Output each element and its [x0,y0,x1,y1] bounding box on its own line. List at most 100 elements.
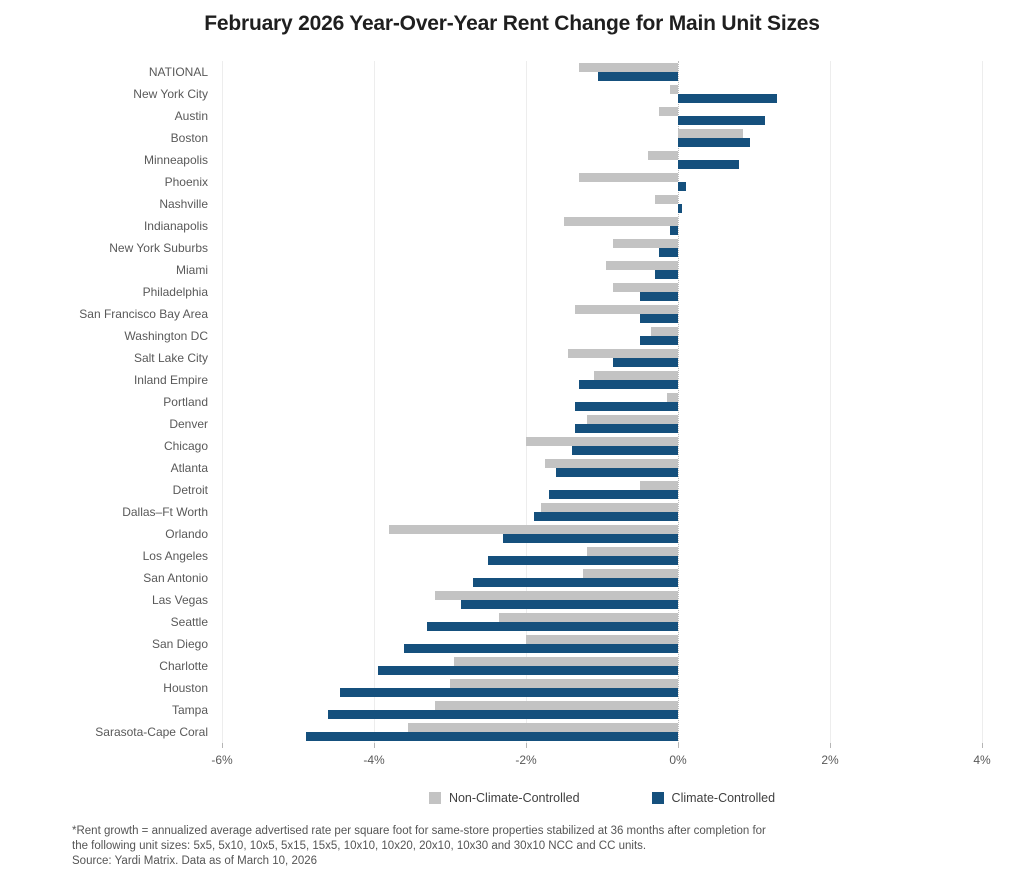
category-label: Sarasota-Cape Coral [95,725,208,739]
non-climate-controlled-bar [605,261,678,270]
non-climate-controlled-bar [586,547,678,556]
non-climate-controlled-bar [453,657,678,666]
non-climate-controlled-bar [613,239,678,248]
climate-controlled-bar [659,248,678,257]
category-label: Miami [176,263,208,277]
non-climate-controlled-bar [594,371,678,380]
climate-controlled-bar [670,226,678,235]
gridline [830,61,831,743]
climate-controlled-bar [503,534,678,543]
legend-label: Non-Climate-Controlled [448,791,580,805]
category-label: Inland Empire [133,373,208,387]
climate-controlled-bar [377,666,678,675]
category-label: New York Suburbs [109,241,208,255]
non-climate-controlled-bar [541,503,678,512]
category-label: Washington DC [124,329,208,343]
category-label: Chicago [163,439,208,453]
climate-controlled-bar [488,556,678,565]
gridline [222,61,223,743]
category-label: San Diego [151,637,208,651]
category-label: San Francisco Bay Area [79,307,208,321]
category-label: Los Angeles [142,549,208,563]
non-climate-controlled-bar [575,305,678,314]
category-label: Tampa [171,703,208,717]
category-label: San Antonio [143,571,208,585]
climate-controlled-bar [655,270,678,279]
non-climate-controlled-bar [678,129,743,138]
climate-controlled-bar [678,160,739,169]
category-label: Orlando [165,527,208,541]
non-climate-controlled-bar [586,415,678,424]
category-label: Houston [163,681,208,695]
category-label: Dallas–Ft Worth [122,505,208,519]
footnote-line-2: the following unit sizes: 5x5, 5x10, 10x… [72,840,647,852]
non-climate-controlled-bar [583,569,678,578]
climate-controlled-bar [533,512,678,521]
non-climate-controlled-bar [655,195,678,204]
non-climate-controlled-bar [651,327,678,336]
axis-tick-label: 4% [973,753,991,767]
category-label: Portland [163,395,208,409]
climate-controlled-swatch [651,792,664,804]
non-climate-controlled-bar [579,63,678,72]
axis-tick-label: 0% [669,753,687,767]
category-label: Denver [169,417,208,431]
non-climate-controlled-bar [659,107,678,116]
non-climate-controlled-bar [670,85,678,94]
gridline [526,61,527,743]
footnote-line-1: *Rent growth = annualized average advert… [72,825,766,837]
non-climate-controlled-bar [567,349,678,358]
category-label: Phoenix [164,175,208,189]
legend-item-climate-controlled: Climate-Controlled [651,791,776,805]
axis-tick-label: -6% [211,753,233,767]
climate-controlled-bar [640,292,678,301]
gridline [982,61,983,743]
axis-tick [982,743,983,748]
climate-controlled-bar [579,380,678,389]
climate-controlled-bar [678,94,777,103]
climate-controlled-bar [640,336,678,345]
axis-tick [678,743,679,748]
axis-tick [526,743,527,748]
legend: Non-Climate-Controlled Climate-Controlle… [222,791,982,805]
non-climate-controlled-bar [434,591,678,600]
climate-controlled-bar [548,490,678,499]
non-climate-controlled-bar [526,437,678,446]
climate-controlled-bar [328,710,678,719]
category-label: Philadelphia [142,285,208,299]
climate-controlled-bar [575,402,678,411]
non-climate-controlled-bar [666,393,678,402]
non-climate-controlled-bar [647,151,678,160]
climate-controlled-bar [678,138,751,147]
chart-title: February 2026 Year-Over-Year Rent Change… [204,12,820,35]
legend-label: Climate-Controlled [671,791,776,805]
legend-item-non-climate-controlled: Non-Climate-Controlled [428,791,580,805]
category-label: Indianapolis [143,219,208,233]
climate-controlled-bar [575,424,678,433]
non-climate-controlled-bar [545,459,678,468]
category-label: Austin [174,109,208,123]
non-climate-controlled-bar [564,217,678,226]
non-climate-controlled-bar [526,635,678,644]
non-climate-controlled-swatch [428,792,441,804]
non-climate-controlled-bar [389,525,678,534]
non-climate-controlled-bar [499,613,678,622]
climate-controlled-bar [571,446,678,455]
plot-area: -6% -4% -2% 0% 2% 4% [211,61,991,767]
footnote-line-3: Source: Yardi Matrix. Data as of March 1… [72,855,318,867]
axis-tick-label: -2% [515,753,537,767]
non-climate-controlled-bar [408,723,678,732]
category-label: Detroit [172,483,208,497]
climate-controlled-bar [305,732,678,741]
climate-controlled-bar [427,622,678,631]
footnote: *Rent growth = annualized average advert… [72,824,952,869]
category-label: Boston [170,131,208,145]
zero-gridline [678,61,679,743]
category-label: New York City [133,87,208,101]
climate-controlled-bar [598,72,678,81]
gridline [374,61,375,743]
non-climate-controlled-bar [450,679,678,688]
category-label: Minneapolis [143,153,208,167]
category-label: Seattle [170,615,208,629]
